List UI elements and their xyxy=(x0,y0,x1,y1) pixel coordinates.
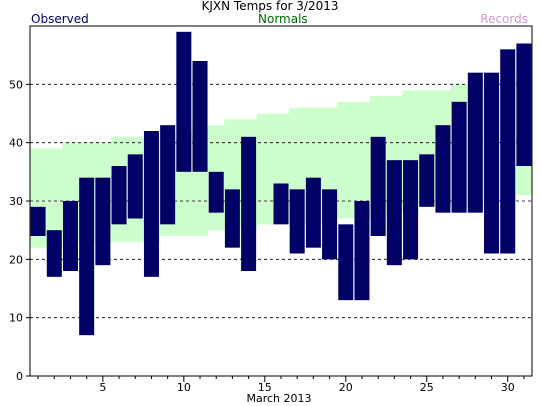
observed-bar-day-19 xyxy=(322,189,338,260)
observed-bar-day-4 xyxy=(79,177,95,336)
observed-bar-day-11 xyxy=(192,61,208,172)
observed-bar-day-25 xyxy=(419,154,435,207)
observed-bar-day-3 xyxy=(62,201,78,271)
observed-bar-day-17 xyxy=(289,189,305,254)
observed-bar-day-14 xyxy=(241,136,257,271)
observed-bar-day-29 xyxy=(484,72,500,254)
observed-bar-day-5 xyxy=(95,177,111,266)
observed-bar-day-26 xyxy=(435,125,451,213)
x-tick-label-25: 25 xyxy=(420,381,434,394)
legend-observed: Observed xyxy=(31,12,89,26)
y-tick-label-40: 40 xyxy=(9,137,23,150)
x-tick-label-5: 5 xyxy=(99,381,106,394)
observed-bar-day-22 xyxy=(370,136,386,236)
observed-bar-day-20 xyxy=(338,224,354,301)
observed-bar-day-27 xyxy=(451,101,467,213)
observed-bar-day-1 xyxy=(30,206,46,236)
observed-bar-day-31 xyxy=(516,43,532,166)
observed-bar-day-18 xyxy=(305,177,321,248)
observed-bar-day-24 xyxy=(403,160,419,260)
y-tick-label-30: 30 xyxy=(9,195,23,208)
x-tick-label-20: 20 xyxy=(339,381,353,394)
observed-bar-day-10 xyxy=(176,31,192,172)
axes: 0 10 20 30 40 50 5 10 15 20 25 30 xyxy=(9,25,533,394)
observed-bar-day-2 xyxy=(46,230,62,277)
observed-bar-day-6 xyxy=(111,166,127,225)
x-tick-label-15: 15 xyxy=(258,381,272,394)
observed-bar-day-30 xyxy=(500,49,516,254)
observed-bar-day-9 xyxy=(160,125,176,225)
observed-bar-day-7 xyxy=(127,154,143,219)
y-tick-label-10: 10 xyxy=(9,312,23,325)
y-tick-label-50: 50 xyxy=(9,78,23,91)
observed-bar-day-13 xyxy=(224,189,240,248)
legend-records: Records xyxy=(480,12,528,26)
normals-range-day-2 xyxy=(46,148,63,248)
observed-bar-day-23 xyxy=(386,160,402,266)
normals-range-day-20 xyxy=(337,101,355,219)
y-tick-label-20: 20 xyxy=(9,253,23,266)
y-tick-label-0: 0 xyxy=(16,370,23,383)
x-tick-label-30: 30 xyxy=(501,381,515,394)
observed-bar-day-8 xyxy=(143,131,159,277)
legend-normals: Normals xyxy=(258,12,308,26)
x-tick-label-10: 10 xyxy=(177,381,191,394)
observed-bar-day-21 xyxy=(354,201,370,301)
x-axis-label: March 2013 xyxy=(246,392,311,405)
observed-bar-day-12 xyxy=(208,171,224,213)
chart-title: KJXN Temps for 3/2013 xyxy=(201,0,339,13)
observed-bar-day-28 xyxy=(467,72,483,213)
normals-range-day-21 xyxy=(353,101,371,219)
observed-bars-group xyxy=(30,31,532,336)
observed-bar-day-16 xyxy=(273,183,289,225)
normals-range-day-15 xyxy=(256,113,274,225)
